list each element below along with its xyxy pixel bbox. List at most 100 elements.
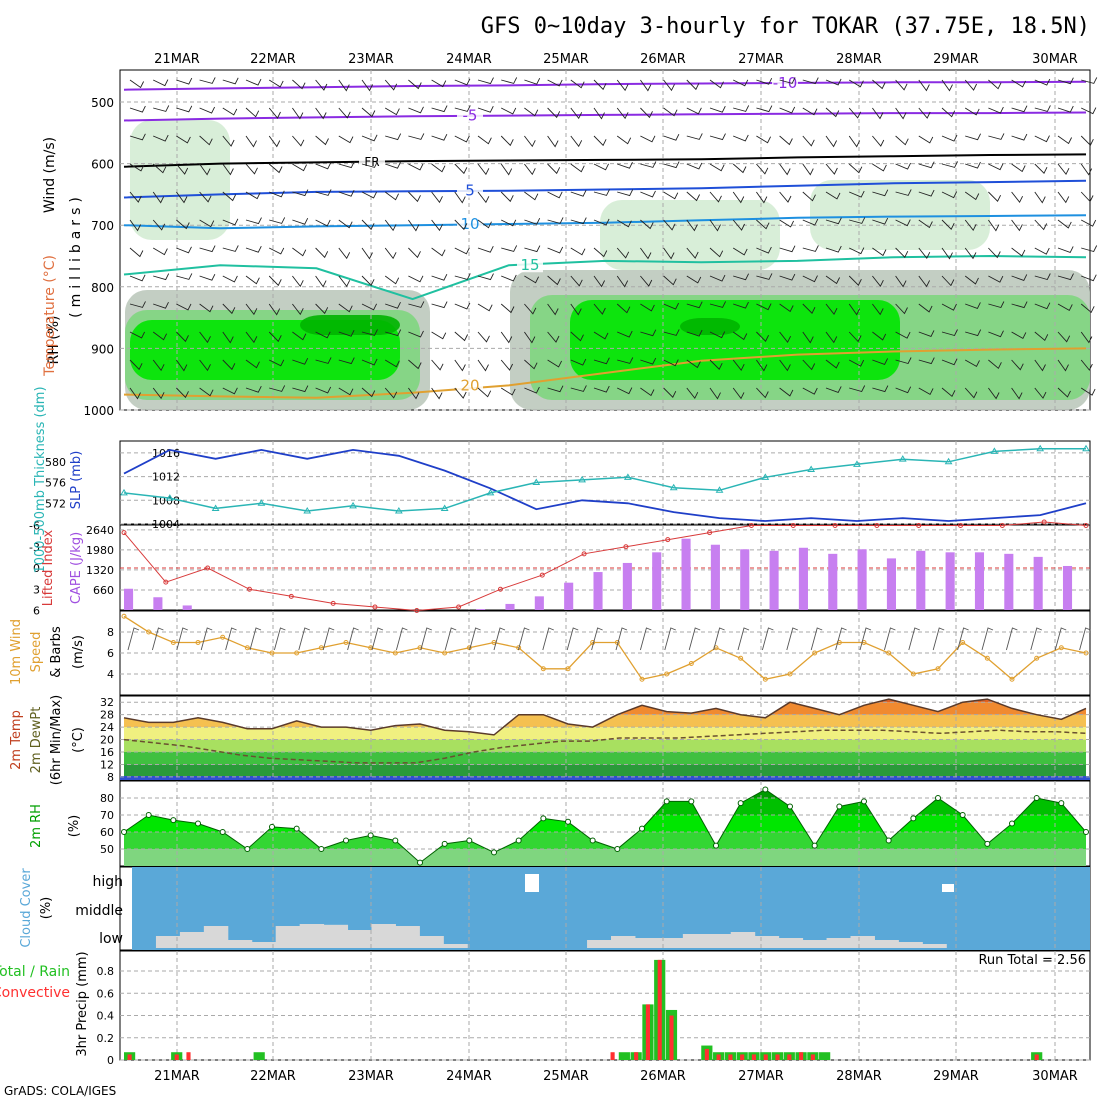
wind-barb xyxy=(222,135,235,147)
wind-barb xyxy=(965,329,982,337)
wind-speed-point-21 xyxy=(639,676,645,682)
wind-barb xyxy=(152,191,165,204)
p4-b-text: Speed xyxy=(29,632,44,673)
isotherm-10 xyxy=(123,214,1087,230)
wind-barb xyxy=(825,275,841,285)
isotherm-label-20: 20 xyxy=(460,376,479,394)
wind10-barb-10 xyxy=(371,627,384,651)
wind-barb xyxy=(779,77,796,84)
wind-barb xyxy=(918,247,931,260)
wind-barb xyxy=(872,135,885,147)
wind-barb xyxy=(245,191,261,200)
wind-barb xyxy=(964,359,980,368)
wind-barb xyxy=(361,107,376,118)
wind-barb xyxy=(686,329,703,337)
wind-barb xyxy=(176,105,193,113)
wind-barb xyxy=(547,79,563,87)
wind-barb xyxy=(431,105,448,113)
wind-barb xyxy=(941,329,958,337)
wind-barb xyxy=(199,219,215,228)
wind-barb xyxy=(709,301,727,308)
wind-barb xyxy=(849,217,866,224)
wind-barb xyxy=(848,163,863,174)
wind-barb xyxy=(176,359,188,372)
date-bottom-21MAR: 21MAR xyxy=(154,1069,200,1084)
wind-barb xyxy=(524,275,540,284)
wind-barb xyxy=(964,247,977,260)
wind-barb xyxy=(477,191,490,204)
wind-barb xyxy=(733,105,750,112)
wind-barb xyxy=(384,79,398,91)
wind-barb xyxy=(176,191,188,204)
thickness-tick-572: 572 xyxy=(45,497,66,510)
wind-barb xyxy=(431,331,447,340)
rh-point-27 xyxy=(787,803,793,810)
cape-bar-25 xyxy=(857,549,867,610)
cape-bar-30 xyxy=(1004,553,1014,610)
cape-tick-1320: 1320 xyxy=(86,564,114,577)
precip-conv-bar-43 xyxy=(634,1052,639,1060)
rh-point-36 xyxy=(1009,820,1015,827)
p4-c-text: & Barbs xyxy=(49,626,64,678)
wind-barb xyxy=(408,133,425,140)
wind-barb xyxy=(872,189,889,197)
cloud-low-21 xyxy=(634,938,660,948)
wind-barb xyxy=(616,107,629,120)
wind-barb xyxy=(988,133,1005,140)
wind-barb xyxy=(941,134,958,142)
wind10-barb-17 xyxy=(542,627,554,651)
cloud-low-5 xyxy=(251,942,277,948)
wind-barb xyxy=(524,359,538,370)
wind-barb xyxy=(709,79,724,89)
li-tick-0: 0 xyxy=(33,562,40,575)
wind-barb xyxy=(756,219,770,230)
wind-barb xyxy=(292,385,309,393)
wind-barb xyxy=(245,217,262,225)
wind-barb xyxy=(384,107,400,116)
wind-barb xyxy=(872,385,889,393)
wind-barb xyxy=(663,219,676,231)
wind-barb xyxy=(500,135,514,147)
temp-tick-20: 20 xyxy=(100,734,114,747)
wind-barb xyxy=(640,161,657,168)
wind-speed-point-1 xyxy=(146,629,152,635)
wind10-barb-19 xyxy=(591,627,603,651)
wind-barb xyxy=(663,79,675,92)
precip-conv-bar-44 xyxy=(645,1004,650,1060)
wind-barb xyxy=(408,301,425,308)
precip-total-bar-42 xyxy=(618,1052,630,1060)
wind-barb xyxy=(408,275,424,283)
wind-barb xyxy=(686,107,702,115)
p1-wind-text: Wind (m/s) xyxy=(42,137,58,213)
wind-barb xyxy=(176,163,189,175)
date-bottom-24MAR: 24MAR xyxy=(446,1069,492,1084)
wind-barb xyxy=(1034,331,1049,342)
temp-band-2 xyxy=(124,739,1086,752)
date-top-26MAR: 26MAR xyxy=(640,52,686,67)
wind-barb xyxy=(315,275,327,288)
wind-barb xyxy=(245,163,258,175)
wind10-barb-4 xyxy=(225,627,237,651)
wind-barb xyxy=(1057,163,1070,176)
wind-barb xyxy=(176,303,192,311)
cloud-low-33 xyxy=(922,944,947,948)
wind10-barb-15 xyxy=(493,627,506,651)
wind-barb xyxy=(733,301,749,309)
wind-barb xyxy=(408,219,420,232)
wind-barb xyxy=(1011,331,1027,340)
rh-point-19 xyxy=(589,837,596,844)
rh-point-35 xyxy=(984,840,991,847)
date-top-21MAR: 21MAR xyxy=(154,52,200,67)
wind-barb xyxy=(593,79,607,91)
wind-barb xyxy=(547,191,563,199)
wind-barb xyxy=(199,106,216,114)
wind-barb xyxy=(593,189,610,196)
wind-speed-point-11 xyxy=(392,650,398,656)
wind-barb xyxy=(617,189,634,197)
li-point-4 xyxy=(288,593,294,599)
precip-conv-bar-77 xyxy=(1034,1054,1039,1060)
wind-barb xyxy=(524,303,537,315)
wind-barb xyxy=(663,191,679,200)
